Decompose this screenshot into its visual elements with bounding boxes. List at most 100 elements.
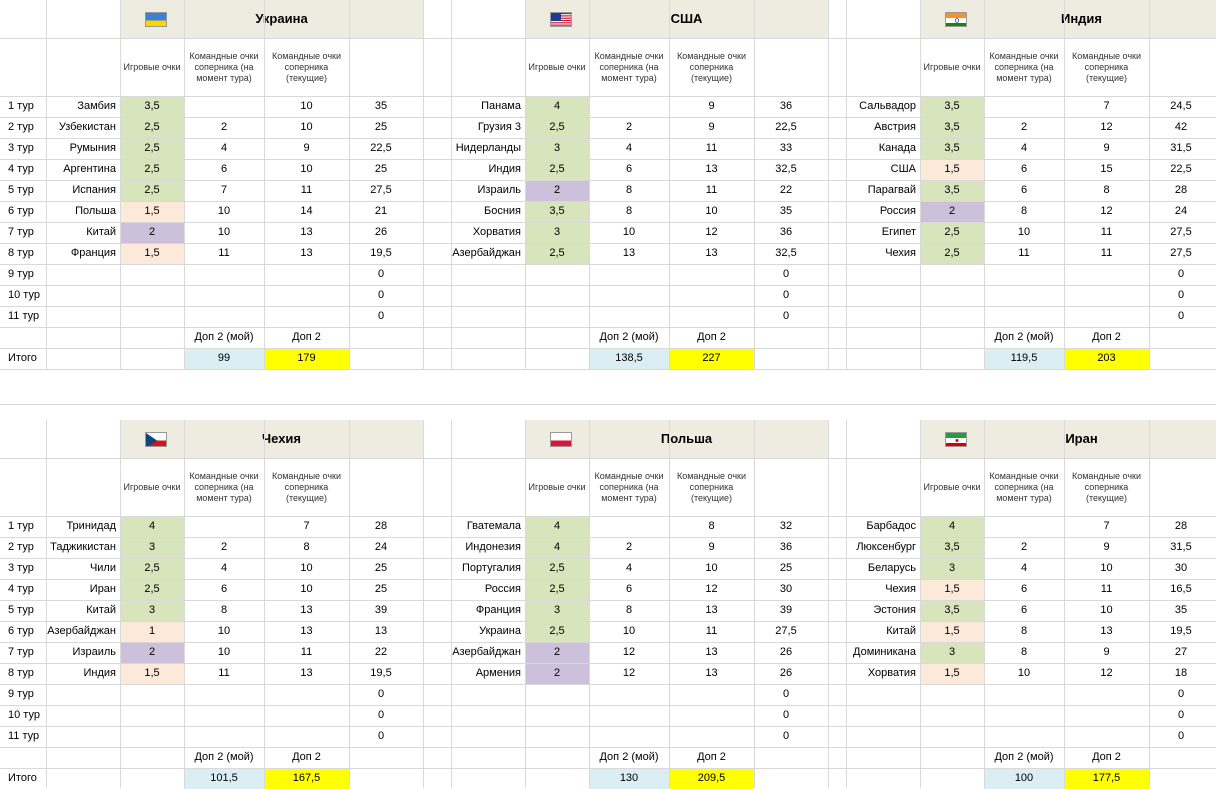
game-points-cell[interactable]: 2 — [525, 642, 589, 663]
opponent-name[interactable]: США — [846, 159, 916, 180]
team-points-current-cell[interactable] — [1064, 306, 1149, 327]
team-points-current-cell[interactable] — [264, 285, 349, 306]
dop-total[interactable]: 227 — [669, 348, 754, 369]
opponent-name[interactable] — [46, 684, 116, 705]
row-score-cell[interactable]: 25 — [754, 558, 818, 579]
dop-mine-total[interactable]: 119,5 — [984, 348, 1064, 369]
team-points-at-round-cell[interactable]: 6 — [984, 579, 1064, 600]
team-points-current-cell[interactable] — [1064, 684, 1149, 705]
opponent-name[interactable]: Франция — [46, 243, 116, 264]
team-points-at-round-cell[interactable]: 4 — [589, 138, 669, 159]
team-points-at-round-cell[interactable]: 7 — [184, 180, 264, 201]
team-points-at-round-cell[interactable]: 8 — [589, 600, 669, 621]
opponent-name[interactable]: Канада — [846, 138, 916, 159]
game-points-cell[interactable]: 2,5 — [120, 117, 184, 138]
team-points-current-cell[interactable]: 12 — [669, 222, 754, 243]
team-points-current-cell[interactable]: 7 — [1064, 516, 1149, 537]
row-score-cell[interactable]: 24 — [1149, 201, 1213, 222]
game-points-cell[interactable]: 2 — [525, 180, 589, 201]
team-points-current-cell[interactable]: 10 — [264, 579, 349, 600]
game-points-cell[interactable]: 1,5 — [920, 579, 984, 600]
team-points-current-cell[interactable] — [1064, 285, 1149, 306]
game-points-cell[interactable]: 1 — [120, 621, 184, 642]
row-score-cell[interactable]: 0 — [1149, 285, 1213, 306]
game-points-cell[interactable]: 3,5 — [525, 201, 589, 222]
team-points-current-cell[interactable]: 13 — [264, 222, 349, 243]
team-points-at-round-cell[interactable]: 10 — [984, 663, 1064, 684]
game-points-cell[interactable]: 3 — [525, 222, 589, 243]
team-points-current-cell[interactable]: 9 — [669, 537, 754, 558]
team-points-current-cell[interactable]: 13 — [669, 642, 754, 663]
game-points-cell[interactable] — [525, 705, 589, 726]
game-points-cell[interactable]: 2,5 — [525, 159, 589, 180]
team-points-current-cell[interactable]: 10 — [1064, 558, 1149, 579]
game-points-cell[interactable]: 3 — [120, 537, 184, 558]
opponent-name[interactable] — [846, 726, 916, 747]
team-points-at-round-cell[interactable] — [184, 726, 264, 747]
team-points-current-cell[interactable]: 10 — [264, 558, 349, 579]
row-score-cell[interactable]: 26 — [754, 642, 818, 663]
team-points-current-cell[interactable]: 7 — [264, 516, 349, 537]
team-points-current-cell[interactable]: 13 — [669, 600, 754, 621]
row-score-cell[interactable]: 24 — [349, 537, 413, 558]
row-score-cell[interactable]: 26 — [754, 663, 818, 684]
game-points-cell[interactable] — [120, 684, 184, 705]
team-points-at-round-cell[interactable]: 2 — [184, 537, 264, 558]
team-points-at-round-cell[interactable]: 8 — [589, 180, 669, 201]
game-points-cell[interactable] — [120, 726, 184, 747]
row-score-cell[interactable]: 25 — [349, 117, 413, 138]
opponent-name[interactable]: Люксенбург — [846, 537, 916, 558]
opponent-name[interactable] — [46, 726, 116, 747]
team-points-current-cell[interactable] — [1064, 726, 1149, 747]
game-points-cell[interactable]: 2,5 — [120, 180, 184, 201]
opponent-name[interactable]: Беларусь — [846, 558, 916, 579]
team-points-current-cell[interactable] — [669, 285, 754, 306]
team-points-at-round-cell[interactable] — [589, 264, 669, 285]
team-points-at-round-cell[interactable] — [984, 726, 1064, 747]
team-points-at-round-cell[interactable]: 2 — [589, 117, 669, 138]
team-points-current-cell[interactable]: 10 — [669, 201, 754, 222]
game-points-cell[interactable] — [920, 684, 984, 705]
row-score-cell[interactable]: 0 — [1149, 705, 1213, 726]
dop-total[interactable]: 167,5 — [264, 768, 349, 789]
game-points-cell[interactable]: 2,5 — [120, 579, 184, 600]
game-points-cell[interactable] — [120, 285, 184, 306]
team-points-at-round-cell[interactable] — [184, 516, 264, 537]
team-points-current-cell[interactable]: 9 — [669, 117, 754, 138]
row-score-cell[interactable]: 36 — [754, 222, 818, 243]
row-score-cell[interactable]: 0 — [754, 726, 818, 747]
opponent-name[interactable]: Чили — [46, 558, 116, 579]
row-score-cell[interactable]: 0 — [754, 306, 818, 327]
row-score-cell[interactable]: 22 — [349, 642, 413, 663]
team-points-at-round-cell[interactable]: 10 — [184, 642, 264, 663]
team-points-at-round-cell[interactable] — [589, 705, 669, 726]
opponent-name[interactable]: Парагвай — [846, 180, 916, 201]
team-points-at-round-cell[interactable]: 4 — [984, 138, 1064, 159]
opponent-name[interactable]: Испания — [46, 180, 116, 201]
opponent-name[interactable]: Доминикана — [846, 642, 916, 663]
dop-mine-total[interactable]: 100 — [984, 768, 1064, 789]
game-points-cell[interactable]: 4 — [920, 516, 984, 537]
opponent-name[interactable]: Сальвадор — [846, 96, 916, 117]
game-points-cell[interactable]: 3 — [525, 138, 589, 159]
row-score-cell[interactable]: 32,5 — [754, 243, 818, 264]
opponent-name[interactable] — [451, 726, 521, 747]
team-points-current-cell[interactable] — [1064, 705, 1149, 726]
opponent-name[interactable]: Китай — [46, 222, 116, 243]
game-points-cell[interactable]: 2,5 — [120, 138, 184, 159]
game-points-cell[interactable]: 2,5 — [525, 243, 589, 264]
row-score-cell[interactable]: 27,5 — [754, 621, 818, 642]
game-points-cell[interactable]: 3,5 — [920, 537, 984, 558]
team-points-at-round-cell[interactable]: 8 — [589, 201, 669, 222]
team-points-current-cell[interactable]: 12 — [1064, 663, 1149, 684]
team-points-at-round-cell[interactable] — [984, 684, 1064, 705]
team-points-at-round-cell[interactable] — [589, 684, 669, 705]
game-points-cell[interactable] — [920, 306, 984, 327]
team-points-current-cell[interactable] — [1064, 264, 1149, 285]
game-points-cell[interactable]: 3,5 — [120, 96, 184, 117]
team-points-at-round-cell[interactable] — [984, 264, 1064, 285]
opponent-name[interactable]: Австрия — [846, 117, 916, 138]
game-points-cell[interactable]: 3,5 — [920, 138, 984, 159]
game-points-cell[interactable]: 2,5 — [525, 579, 589, 600]
team-points-current-cell[interactable]: 11 — [264, 642, 349, 663]
